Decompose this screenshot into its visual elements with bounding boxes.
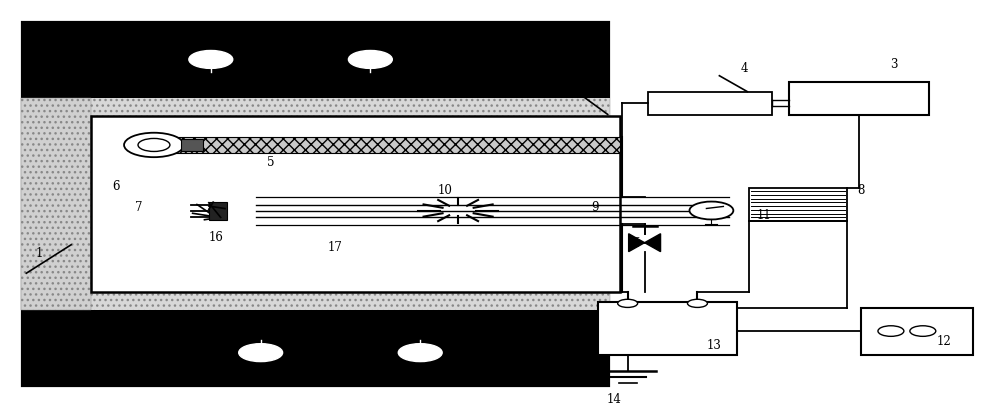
Bar: [21, 310, 610, 387]
Circle shape: [689, 202, 733, 220]
Text: 4: 4: [741, 62, 748, 75]
Text: 8: 8: [857, 184, 865, 197]
Circle shape: [878, 326, 904, 337]
Bar: [91, 117, 620, 292]
Circle shape: [687, 299, 707, 308]
Bar: [209, 202, 227, 220]
Circle shape: [189, 52, 233, 69]
Polygon shape: [629, 234, 661, 252]
Bar: [861, 308, 973, 355]
Text: 5: 5: [267, 155, 274, 169]
Text: 10: 10: [438, 184, 453, 197]
Text: 6: 6: [112, 180, 120, 193]
Text: 3: 3: [890, 58, 898, 71]
Circle shape: [398, 344, 442, 362]
Bar: [166, 137, 620, 154]
Text: 15: 15: [626, 237, 641, 249]
Bar: [789, 83, 929, 116]
Circle shape: [348, 52, 392, 69]
Circle shape: [138, 139, 170, 152]
Text: 9: 9: [591, 200, 598, 213]
Circle shape: [910, 326, 936, 337]
Circle shape: [239, 344, 283, 362]
Circle shape: [124, 133, 184, 158]
Text: 18: 18: [565, 68, 580, 81]
Text: 17: 17: [328, 240, 343, 254]
Text: 7: 7: [135, 200, 143, 213]
Circle shape: [618, 299, 638, 308]
Text: 13: 13: [707, 338, 722, 351]
Text: 1: 1: [36, 247, 43, 260]
Bar: [749, 188, 847, 222]
Bar: [181, 140, 203, 152]
Bar: [21, 22, 610, 99]
Text: 16: 16: [208, 231, 223, 243]
Text: 12: 12: [936, 334, 951, 347]
Text: 11: 11: [757, 208, 772, 221]
Text: 14: 14: [606, 392, 621, 405]
Bar: [21, 22, 610, 387]
Bar: [21, 99, 91, 310]
Text: 2: 2: [277, 373, 284, 386]
Bar: [648, 92, 772, 116]
Bar: [598, 302, 737, 355]
